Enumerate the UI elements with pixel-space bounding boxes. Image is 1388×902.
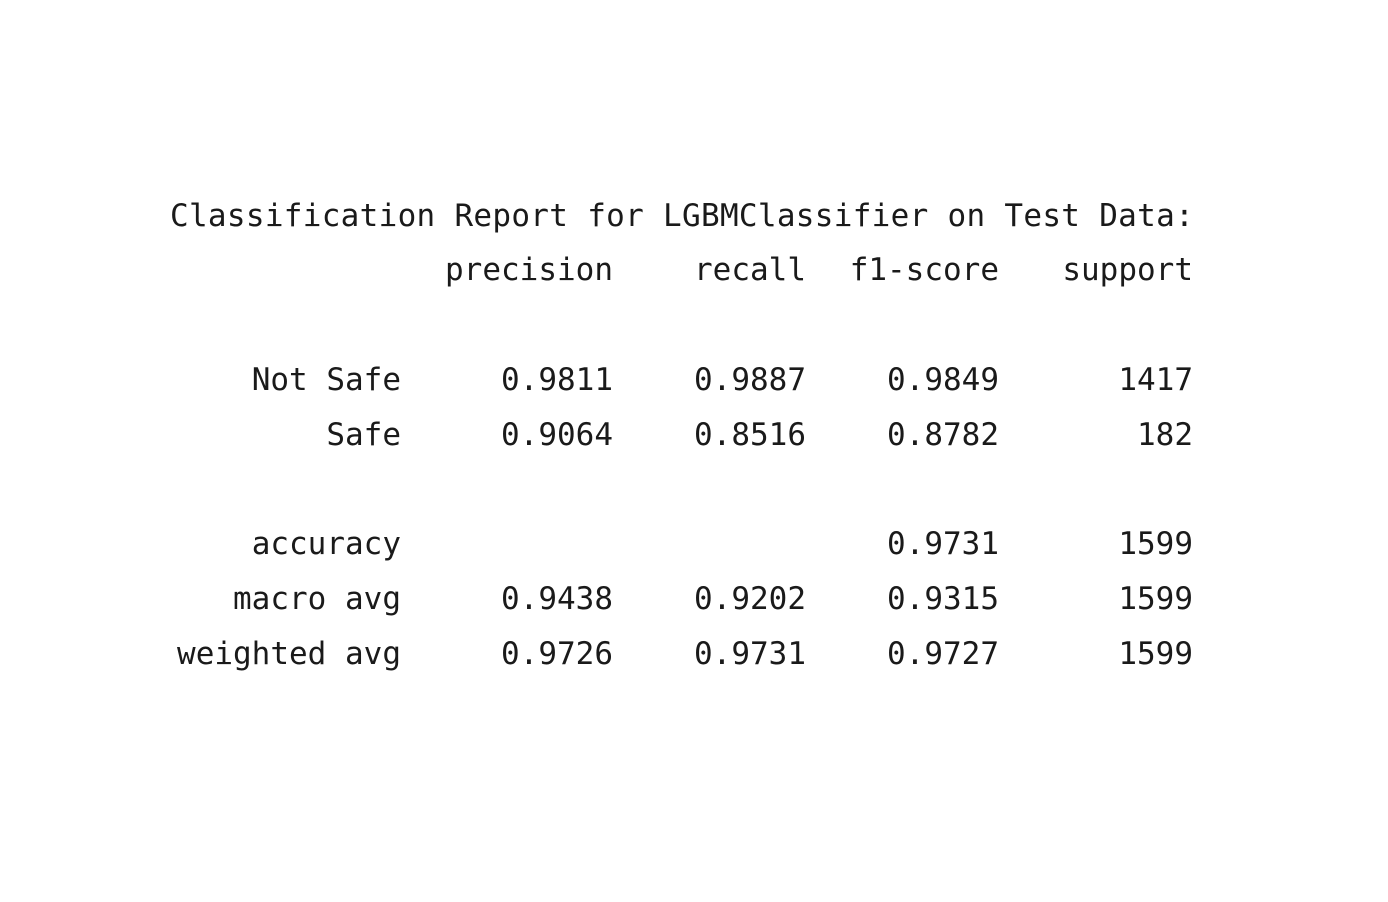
not-safe-support: 1417 — [1118, 362, 1193, 398]
header-recall: recall — [694, 252, 806, 288]
macro-avg-support: 1599 — [1118, 581, 1193, 617]
weighted-avg-support: 1599 — [1118, 636, 1193, 672]
row-label-not-safe: Not Safe — [251, 362, 401, 398]
weighted-avg-recall: 0.9731 — [694, 636, 806, 672]
safe-support: 182 — [1137, 417, 1193, 453]
not-safe-recall: 0.9887 — [694, 362, 806, 398]
report-title: Classification Report for LGBMClassifier… — [170, 198, 1195, 234]
not-safe-precision: 0.9811 — [501, 362, 613, 398]
row-label-weighted-avg: weighted avg — [177, 636, 401, 672]
safe-f1-score: 0.8782 — [887, 417, 999, 453]
macro-avg-recall: 0.9202 — [694, 581, 806, 617]
weighted-avg-precision: 0.9726 — [501, 636, 613, 672]
header-support: support — [1062, 252, 1193, 288]
not-safe-f1-score: 0.9849 — [887, 362, 999, 398]
macro-avg-precision: 0.9438 — [501, 581, 613, 617]
accuracy-support: 1599 — [1118, 526, 1193, 562]
macro-avg-f1-score: 0.9315 — [887, 581, 999, 617]
weighted-avg-f1-score: 0.9727 — [887, 636, 999, 672]
safe-recall: 0.8516 — [694, 417, 806, 453]
header-f1-score: f1-score — [849, 252, 999, 288]
safe-precision: 0.9064 — [501, 417, 613, 453]
row-label-macro-avg: macro avg — [233, 581, 401, 617]
accuracy-f1-score: 0.9731 — [887, 526, 999, 562]
header-precision: precision — [445, 252, 613, 288]
row-label-safe: Safe — [326, 417, 401, 453]
row-label-accuracy: accuracy — [251, 526, 401, 562]
